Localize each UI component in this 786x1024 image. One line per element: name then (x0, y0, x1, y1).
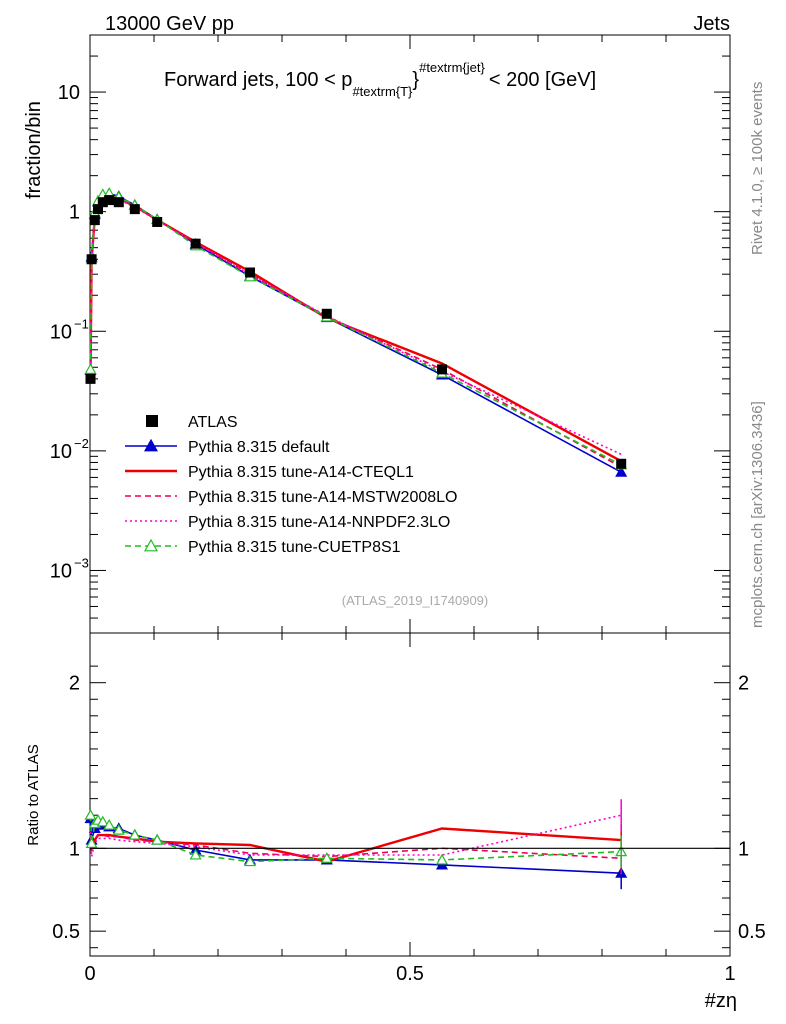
y-tick-exponent: −1 (74, 316, 89, 331)
data-point (89, 215, 100, 226)
mcplots-label: mcplots.cern.ch [arXiv:1306.3436] (749, 401, 766, 628)
data-point (104, 195, 115, 206)
legend-marker (143, 538, 159, 552)
series-marker-4 (84, 363, 97, 374)
data-point (86, 254, 97, 265)
data-point (97, 197, 108, 208)
rivet-version-label: Rivet 4.1.0, ≥ 100k events (749, 82, 766, 255)
process-label: Jets (693, 13, 730, 35)
data-point (113, 197, 124, 208)
ratio-marker-4 (112, 823, 125, 835)
analysis-label: (ATLAS_2019_I1740909) (342, 593, 488, 608)
ratio-tick-label-right: 0.5 (738, 921, 766, 943)
ratio-marker-4 (320, 852, 333, 863)
data-point (437, 364, 447, 375)
legend-label: Pythia 8.315 default (188, 439, 330, 456)
y-tick-label: 10 (50, 321, 72, 343)
title-main: Forward jets, 100 < p (164, 69, 352, 91)
data-point (245, 267, 255, 278)
data-point (190, 238, 201, 249)
main-plot-area (84, 187, 628, 477)
series-marker-0 (615, 465, 628, 477)
plot-title: Forward jets, 100 < p#textrm{T}}#textrm{… (164, 60, 596, 99)
ratio-plot-area (84, 799, 730, 890)
legend-marker (146, 415, 158, 427)
legend-marker (143, 438, 159, 452)
x-tick-label: 1 (724, 963, 735, 985)
y-tick-exponent: −3 (74, 555, 89, 570)
legend-label: Pythia 8.315 tune-CUETP8S1 (188, 539, 401, 556)
title-tail: < 200 [GeV] (489, 69, 596, 91)
ratio-marker-4 (189, 848, 202, 860)
data-point (152, 216, 163, 227)
x-tick-label: 0 (84, 963, 95, 985)
y-tick-label: 10 (58, 82, 80, 104)
ratio-marker-4 (243, 855, 257, 867)
legend-label: Pythia 8.315 tune-A14-NNPDF2.3LO (188, 514, 450, 531)
legend-label: ATLAS (188, 414, 238, 431)
data-point (129, 204, 140, 215)
data-point (93, 204, 103, 215)
data-point (616, 458, 627, 469)
ratio-marker-4 (128, 828, 141, 840)
ratio-tick-label: 0.5 (52, 921, 80, 943)
title-superscript: #textrm{jet} (419, 60, 485, 75)
ratio-marker-4 (435, 853, 449, 865)
y-tick-label: 10 (50, 560, 72, 582)
ratio-tick-label-right: 1 (738, 838, 749, 860)
ratio-tick-label: 1 (69, 838, 80, 860)
x-tick-label: 0.5 (396, 963, 424, 985)
ratio-tick-label-right: 2 (738, 673, 749, 695)
data-point (85, 373, 96, 384)
legend: ATLAS Pythia 8.315 default Pythia 8.315 tu… (125, 414, 457, 556)
series-line-4 (89, 192, 622, 466)
ratio-marker-4 (96, 815, 109, 827)
x-axis-label: #zη (705, 990, 737, 1012)
legend-label: Pythia 8.315 tune-A14-CTEQL1 (188, 464, 414, 481)
y-tick-exponent: −2 (74, 436, 89, 451)
ratio-marker-4 (85, 837, 98, 848)
ratio-marker-4 (151, 833, 164, 845)
ratio-line-3 (89, 814, 622, 857)
ratio-axis-label: Ratio to ATLAS (25, 744, 42, 845)
ratio-marker-4 (84, 808, 97, 820)
legend-label: Pythia 8.315 tune-A14-MSTW2008LO (188, 489, 457, 506)
beam-label: 13000 GeV pp (105, 13, 234, 35)
ratio-tick-label: 2 (69, 673, 80, 695)
y-tick-label: 10 (50, 441, 72, 463)
data-point (321, 308, 332, 319)
ratio-marker-4 (103, 818, 116, 830)
y-tick-label: 1 (69, 202, 80, 224)
ratio-line-4 (89, 815, 622, 863)
title-subscript: #textrm{T} (352, 84, 413, 99)
title-brace: } (412, 69, 419, 91)
y-axis-label: fraction/bin (23, 101, 45, 199)
ratio-line-2 (89, 834, 622, 860)
